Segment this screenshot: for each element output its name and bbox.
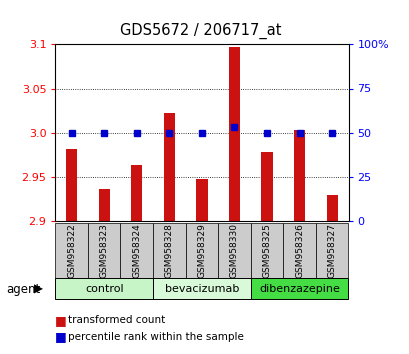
Text: GSM958327: GSM958327 bbox=[327, 223, 336, 278]
Text: GSM958324: GSM958324 bbox=[132, 223, 141, 278]
Bar bbox=[163, 113, 175, 221]
Bar bbox=[250, 223, 283, 278]
Text: ■: ■ bbox=[55, 314, 67, 327]
Bar bbox=[261, 152, 272, 221]
Bar bbox=[315, 223, 348, 278]
Bar bbox=[196, 179, 207, 221]
Text: GDS5672 / 206717_at: GDS5672 / 206717_at bbox=[120, 23, 281, 39]
Text: GSM958326: GSM958326 bbox=[294, 223, 303, 278]
Bar bbox=[55, 278, 153, 299]
Bar bbox=[293, 130, 305, 221]
Bar bbox=[283, 223, 315, 278]
Text: transformed count: transformed count bbox=[67, 315, 164, 325]
Bar bbox=[98, 189, 110, 221]
Text: GSM958323: GSM958323 bbox=[99, 223, 108, 278]
Text: ▶: ▶ bbox=[34, 283, 43, 296]
Bar bbox=[66, 149, 77, 221]
Text: control: control bbox=[85, 284, 123, 293]
Text: ■: ■ bbox=[55, 331, 67, 343]
Bar bbox=[185, 223, 218, 278]
Text: agent: agent bbox=[6, 283, 40, 296]
Bar bbox=[218, 223, 250, 278]
Bar bbox=[326, 195, 337, 221]
Bar bbox=[228, 47, 240, 221]
Bar bbox=[120, 223, 153, 278]
Text: bevacizumab: bevacizumab bbox=[164, 284, 238, 293]
Text: GSM958330: GSM958330 bbox=[229, 223, 238, 278]
Bar bbox=[131, 165, 142, 221]
Bar bbox=[153, 223, 185, 278]
Text: GSM958328: GSM958328 bbox=[164, 223, 173, 278]
Bar bbox=[88, 223, 120, 278]
Bar bbox=[250, 278, 348, 299]
Bar bbox=[153, 278, 250, 299]
Text: GSM958325: GSM958325 bbox=[262, 223, 271, 278]
Text: GSM958322: GSM958322 bbox=[67, 223, 76, 278]
Text: dibenzazepine: dibenzazepine bbox=[258, 284, 339, 293]
Bar bbox=[55, 223, 88, 278]
Text: percentile rank within the sample: percentile rank within the sample bbox=[67, 332, 243, 342]
Text: GSM958329: GSM958329 bbox=[197, 223, 206, 278]
